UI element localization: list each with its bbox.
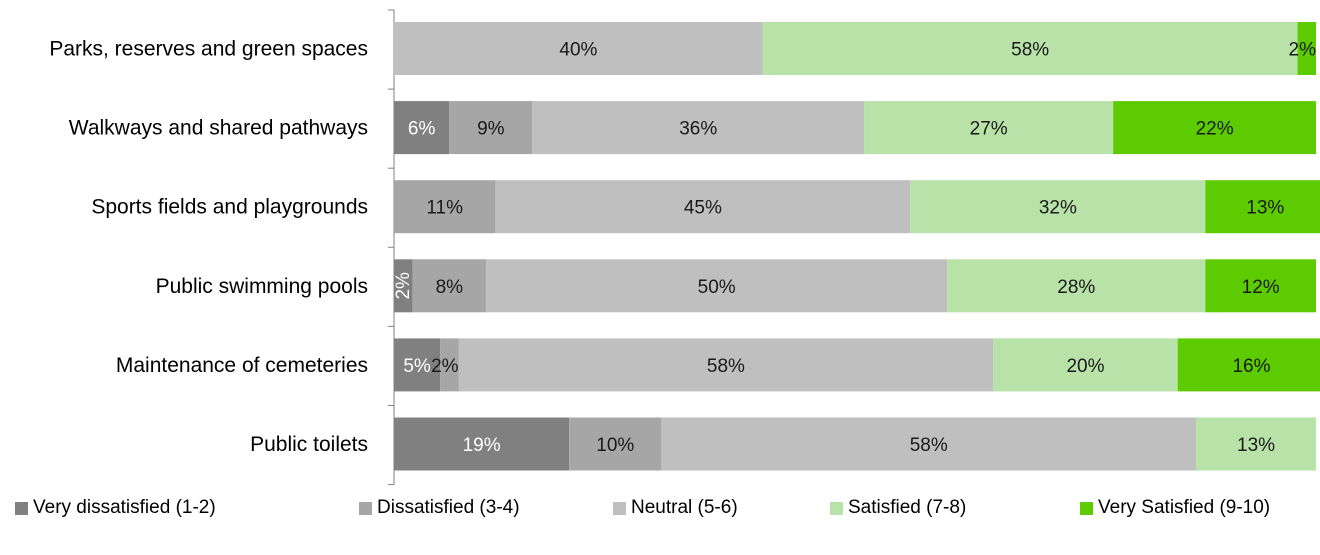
legend-label: Dissatisfied (3-4) — [377, 497, 520, 518]
data-label: 2% — [1289, 40, 1317, 61]
bar-segment — [412, 259, 487, 313]
bar-segment — [394, 22, 763, 75]
data-label: 32% — [1039, 198, 1077, 219]
data-label: 28% — [1057, 277, 1095, 298]
legend-item: Dissatisfied (3-4) — [359, 497, 520, 519]
bar-segment — [394, 259, 413, 313]
data-label: 58% — [707, 356, 745, 377]
legend-label: Very Satisfied (9-10) — [1098, 497, 1271, 518]
data-label: 45% — [684, 198, 722, 219]
bar-segment — [993, 338, 1178, 392]
bar-segment — [486, 259, 948, 313]
data-label: 8% — [436, 277, 464, 298]
data-label: 10% — [596, 435, 634, 456]
legend-swatch — [613, 501, 626, 515]
bar-segment — [394, 180, 496, 234]
category-label: Parks, reserves and green spaces — [49, 38, 368, 61]
data-label: 9% — [477, 119, 505, 140]
bar-segment — [864, 101, 1114, 155]
bar-segment — [440, 338, 459, 392]
data-label: 16% — [1232, 356, 1270, 377]
data-label: 36% — [679, 119, 717, 140]
bar-segment — [1205, 180, 1320, 234]
legend-item: Very Satisfied (9-10) — [1080, 497, 1270, 519]
data-label: 12% — [1242, 277, 1280, 298]
data-label: 5% — [403, 356, 431, 377]
bar-segment — [1113, 101, 1316, 155]
data-label: 6% — [408, 119, 436, 140]
bar-segment — [495, 180, 911, 234]
data-label: 22% — [1196, 119, 1234, 140]
data-label: 58% — [1011, 40, 1049, 61]
data-label: 2% — [431, 356, 459, 377]
data-label: 19% — [463, 435, 501, 456]
bar-segment — [661, 417, 1197, 471]
data-label: 50% — [698, 277, 736, 298]
legend-label: Very dissatisfied (1-2) — [33, 497, 216, 518]
bar-segment — [458, 338, 994, 392]
legend-swatch — [359, 501, 372, 515]
data-label: 11% — [426, 198, 463, 219]
chart-legend: Very dissatisfied (1-2) Dissatisfied (3-4… — [0, 497, 1320, 537]
stacked-bar-chart: Parks, reserves and green spaces 40% 58% 2%… — [49, 9, 1320, 486]
data-label: 2% — [393, 272, 414, 300]
bar-segment — [394, 101, 450, 155]
legend-swatch — [830, 501, 843, 515]
legend-item: Very dissatisfied (1-2) — [15, 497, 216, 519]
legend-swatch — [1080, 501, 1093, 515]
data-label: 13% — [1237, 435, 1275, 456]
category-label: Maintenance of cemeteries — [116, 354, 368, 377]
bar-segment — [910, 180, 1206, 234]
bar-segment — [569, 417, 662, 471]
bar-segment — [449, 101, 533, 155]
legend-label: Neutral (5-6) — [631, 497, 738, 518]
bar-segment — [947, 259, 1206, 313]
category-label: Walkways and shared pathways — [69, 117, 368, 140]
data-label: 13% — [1246, 198, 1284, 219]
bar-segment — [1297, 22, 1316, 75]
bar-segment — [1205, 259, 1316, 313]
data-label: 20% — [1066, 356, 1104, 377]
bar-segment — [394, 417, 570, 471]
bar-segment — [762, 22, 1298, 75]
category-label: Public swimming pools — [156, 275, 368, 298]
legend-label: Satisfied (7-8) — [848, 497, 967, 518]
data-label: 58% — [910, 435, 948, 456]
data-label: 40% — [559, 40, 597, 61]
data-label: 27% — [970, 119, 1008, 140]
legend-item: Neutral (5-6) — [613, 497, 738, 519]
category-label: Sports fields and playgrounds — [91, 196, 368, 219]
bar-segment — [1196, 417, 1316, 471]
plot-area: Parks, reserves and green spaces 40% 58% 2%… — [49, 9, 1320, 486]
bar-segment — [532, 101, 865, 155]
category-label: Public toilets — [250, 433, 368, 456]
legend-item: Satisfied (7-8) — [830, 497, 966, 519]
legend-swatch — [15, 501, 28, 515]
bar-segment — [1177, 338, 1320, 392]
bar-segment — [394, 338, 441, 392]
